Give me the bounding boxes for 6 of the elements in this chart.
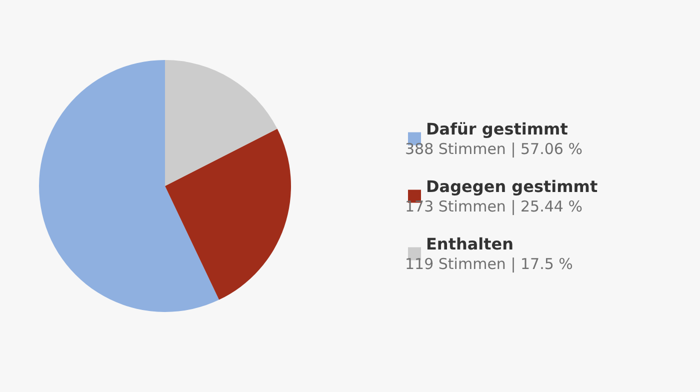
legend-label: Enthalten: [426, 234, 514, 254]
data-label: 173 Stimmen | 25.44 %: [405, 197, 582, 216]
data-label: 388 Stimmen | 57.06 %: [405, 140, 582, 158]
legend-label: Dafür gestimmt: [426, 119, 568, 138]
data-label: 119 Stimmen | 17.5 %: [405, 254, 573, 273]
legend-label: Dagegen gestimmt: [426, 176, 598, 196]
